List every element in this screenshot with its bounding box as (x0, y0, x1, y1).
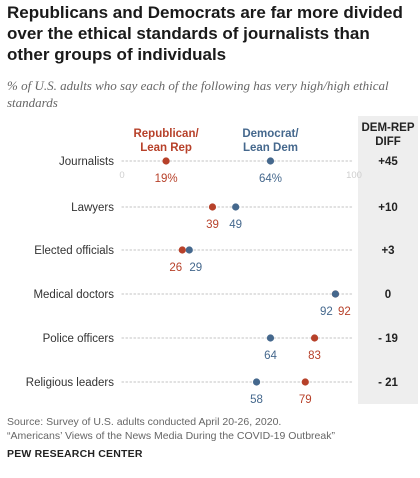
democrat-value-label: 29 (189, 262, 202, 274)
chart-subtitle: % of U.S. adults who say each of the fol… (7, 78, 389, 110)
axis-tick-label: 0 (119, 170, 124, 181)
chart-title: Republicans and Democrats are far more d… (7, 3, 403, 64)
republican-value-label: 79 (299, 394, 312, 406)
democrat-value-label: 64% (259, 173, 282, 185)
diff-header-line-2: DIFF (375, 136, 401, 148)
republican-value-label: 19% (155, 173, 178, 185)
democrat-dot (185, 246, 193, 254)
democrat-dot (252, 378, 261, 386)
diff-value: - 21 (378, 377, 398, 389)
diff-value: 0 (385, 289, 391, 301)
diff-column-background (358, 116, 418, 404)
dot-plot: Republican/Lean Rep Democrat/Lean Dem Jour… (26, 128, 399, 406)
diff-value: +45 (378, 156, 398, 168)
republican-value-label: 39 (206, 219, 219, 231)
source-note: Source: Survey of U.S. adults conducted … (7, 415, 335, 443)
republican-dot (208, 203, 217, 211)
democrat-dot (232, 203, 240, 211)
democrat-value-label: 92 (320, 306, 333, 318)
diff-value: +10 (378, 202, 398, 214)
democrat-value-label: 64 (264, 350, 277, 362)
diff-header-line-1: DEM-REP (361, 122, 415, 134)
democrat-value-label: 58 (250, 394, 263, 406)
republican-value-label: 26 (169, 262, 182, 274)
category-label: Journalists (59, 156, 114, 168)
democrat-dot (331, 290, 340, 298)
category-label: Religious leaders (26, 377, 114, 389)
category-label: Elected officials (34, 245, 114, 257)
democrat-dot (266, 157, 275, 165)
democrat-value-label: 49 (229, 219, 242, 231)
republican-dot (178, 246, 186, 254)
axis-tick-label: 100 (346, 170, 362, 181)
democrat-dot (266, 334, 275, 342)
legend-republican-line-1: Republican/ (133, 128, 199, 140)
diff-value: +3 (381, 245, 394, 257)
legend-democrat-line-2: Lean Dem (243, 142, 298, 154)
republican-dot (301, 378, 309, 386)
category-label: Lawyers (71, 202, 114, 214)
republican-dot (310, 334, 319, 342)
republican-value-label: 92 (338, 306, 351, 318)
source-line: Source: Survey of U.S. adults conducted … (7, 416, 282, 428)
republican-value-label: 83 (308, 350, 321, 362)
legend-democrat-line-1: Democrat/ (242, 128, 299, 140)
category-label: Police officers (43, 333, 115, 345)
category-label: Medical doctors (33, 289, 114, 301)
report-title-line: “Americans’ Views of the News Media Duri… (7, 430, 335, 442)
diff-value: - 19 (378, 333, 398, 345)
brand-logo-text: PEW RESEARCH CENTER (7, 448, 143, 460)
republican-dot (162, 157, 170, 165)
legend-republican-line-2: Lean Rep (140, 142, 192, 154)
diff-column-header: DEM-REP DIFF (358, 121, 418, 149)
